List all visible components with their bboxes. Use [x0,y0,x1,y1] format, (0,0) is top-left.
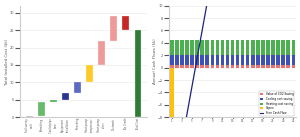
Bar [236,40,239,55]
Bar [185,65,189,68]
Bar [246,40,250,55]
Bar [175,55,178,65]
Bar [200,65,204,68]
Bar [216,55,219,65]
Bar [236,55,239,65]
Bar [195,65,199,68]
Bar [256,40,260,55]
Bar [170,65,173,68]
Bar [241,55,244,65]
Bar [170,68,173,137]
Bar [286,65,290,68]
Bar [195,40,199,55]
Bar [251,65,255,68]
Bar [175,40,178,55]
Bar [98,41,105,65]
Bar [226,40,229,55]
Bar [211,40,214,55]
Bar [216,65,219,68]
Bar [195,55,199,65]
Bar [185,55,189,65]
Bar [190,40,194,55]
Bar [38,102,45,115]
Bar [170,40,173,55]
Bar [226,55,229,65]
Bar [110,16,117,41]
Bar [276,40,280,55]
Bar [200,55,204,65]
Bar [220,65,224,68]
Bar [261,65,265,68]
Bar [211,55,214,65]
Bar [261,55,265,65]
Bar [185,40,189,55]
Bar [266,55,270,65]
Bar [241,40,244,55]
Bar [180,40,184,55]
Bar [170,55,173,65]
Bar [74,82,81,93]
Bar [271,40,275,55]
Bar [62,93,69,100]
Bar [281,40,285,55]
Bar [200,40,204,55]
Bar [206,55,209,65]
Bar [286,55,290,65]
Bar [261,40,265,55]
Bar [276,55,280,65]
Bar [231,40,234,55]
Bar [211,65,214,68]
Bar [271,65,275,68]
Bar [292,65,295,68]
Bar [216,40,219,55]
Bar [220,55,224,65]
Bar [220,40,224,55]
Legend: Value of CO2 Saving, Cooling cost saving, Heating cost saving, Capex, Free Cash : Value of CO2 Saving, Cooling cost saving… [259,91,294,116]
Bar [231,65,234,68]
Bar [271,55,275,65]
Bar [276,65,280,68]
Bar [226,65,229,68]
Bar [266,40,270,55]
Y-axis label: Total Installed Cost ($k): Total Installed Cost ($k) [4,38,8,85]
Bar [266,65,270,68]
Bar [231,55,234,65]
Bar [281,65,285,68]
Bar [190,55,194,65]
Bar [134,30,141,117]
Bar [190,65,194,68]
Bar [281,55,285,65]
Bar [206,65,209,68]
Y-axis label: Annual Cash Flows ($k): Annual Cash Flows ($k) [152,39,157,84]
Bar [292,40,295,55]
Bar [256,65,260,68]
Bar [180,55,184,65]
Bar [256,55,260,65]
Bar [241,65,244,68]
Bar [50,100,57,102]
Bar [246,55,250,65]
Bar [292,55,295,65]
Bar [180,65,184,68]
Bar [206,40,209,55]
Bar [251,40,255,55]
Bar [286,40,290,55]
Bar [175,65,178,68]
Bar [236,65,239,68]
Bar [246,65,250,68]
Bar [251,55,255,65]
Bar [86,65,93,82]
Bar [122,16,129,30]
Bar [26,115,33,117]
